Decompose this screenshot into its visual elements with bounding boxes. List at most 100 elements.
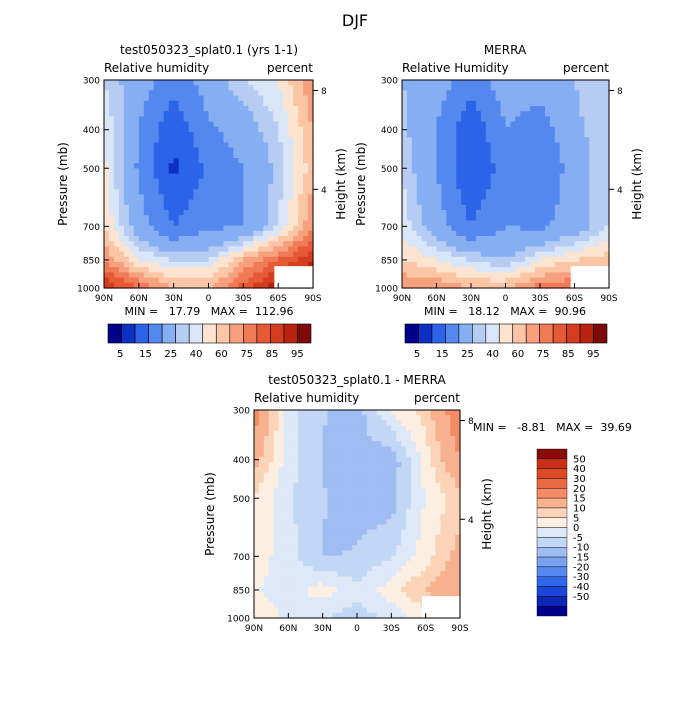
heatmap-cell	[303, 148, 309, 154]
heatmap-cell	[308, 587, 314, 593]
heatmap-cell	[209, 272, 215, 278]
heatmap-cell	[293, 524, 299, 530]
heatmap-cell	[332, 509, 338, 515]
heatmap-cell	[471, 272, 477, 278]
heatmap-cell	[184, 231, 190, 237]
heatmap-cell	[451, 158, 457, 164]
heatmap-cell	[204, 226, 210, 232]
heatmap-cell	[134, 168, 140, 174]
heatmap-cell	[372, 561, 378, 567]
heatmap-cell	[233, 90, 239, 96]
heatmap-cell	[159, 179, 165, 185]
heatmap-cell	[372, 488, 378, 494]
heatmap-cell	[199, 246, 205, 252]
heatmap-cell	[283, 524, 289, 530]
heatmap-cell	[174, 101, 180, 107]
heatmap-cell	[243, 163, 249, 169]
heatmap-cell	[342, 540, 348, 546]
heatmap-cell	[421, 441, 427, 447]
heatmap-cell	[293, 246, 299, 252]
heatmap-cell	[407, 116, 413, 122]
y2-tick-label: 4	[321, 186, 327, 196]
heatmap-cell	[129, 246, 135, 252]
heatmap-cell	[535, 137, 541, 143]
heatmap-cell	[426, 550, 432, 556]
heatmap-cell	[412, 210, 418, 216]
heatmap-cell	[303, 441, 309, 447]
heatmap-cell	[169, 272, 175, 278]
heatmap-cell	[174, 194, 180, 200]
heatmap-cell	[422, 267, 428, 273]
heatmap-cell	[446, 96, 452, 102]
heatmap-cell	[279, 441, 285, 447]
heatmap-cell	[268, 85, 274, 91]
heatmap-cell	[159, 127, 165, 133]
heatmap-cell	[535, 163, 541, 169]
heatmap-cell	[218, 158, 224, 164]
heatmap-cell	[154, 215, 160, 221]
heatmap-cell	[109, 194, 115, 200]
heatmap-cell	[279, 535, 285, 541]
heatmap-cell	[427, 153, 433, 159]
heatmap-cell	[323, 410, 329, 416]
heatmap-cell	[288, 106, 294, 112]
heatmap-cell	[461, 80, 467, 86]
heatmap-cell	[441, 262, 447, 268]
heatmap-cell	[510, 231, 516, 237]
heatmap-cell	[213, 179, 219, 185]
heatmap-cell	[412, 122, 418, 128]
heatmap-cell	[233, 116, 239, 122]
heatmap-cell	[337, 514, 343, 520]
heatmap-cell	[466, 148, 472, 154]
heatmap-cell	[584, 246, 590, 252]
heatmap-cell	[441, 168, 447, 174]
heatmap-cell	[124, 158, 130, 164]
heatmap-cell	[308, 462, 314, 468]
heatmap-cell	[466, 262, 472, 268]
heatmap-cell	[248, 272, 254, 278]
heatmap-cell	[342, 535, 348, 541]
heatmap-cell	[560, 246, 566, 252]
heatmap-cell	[213, 200, 219, 206]
heatmap-cell	[406, 504, 412, 510]
heatmap-cell	[471, 257, 477, 263]
heatmap-cell	[258, 246, 264, 252]
heatmap-cell	[293, 132, 299, 138]
heatmap-cell	[174, 220, 180, 226]
colorbar-swatch	[243, 324, 257, 343]
heatmap-cell	[570, 106, 576, 112]
heatmap-cell	[501, 210, 507, 216]
heatmap-cell	[347, 483, 353, 489]
heatmap-cell	[134, 137, 140, 143]
heatmap-cell	[313, 410, 319, 416]
colorbar-swatch	[135, 324, 149, 343]
heatmap-cell	[129, 168, 135, 174]
heatmap-cell	[134, 252, 140, 258]
heatmap-cell	[545, 205, 551, 211]
heatmap-cell	[264, 514, 270, 520]
heatmap-cell	[273, 106, 279, 112]
heatmap-cell	[589, 116, 595, 122]
heatmap-cell	[440, 467, 446, 473]
heatmap-cell	[144, 90, 150, 96]
heatmap-cell	[416, 571, 422, 577]
heatmap-cell	[432, 205, 438, 211]
heatmap-cell	[254, 571, 260, 577]
heatmap-cell	[254, 498, 260, 504]
heatmap-cell	[248, 200, 254, 206]
y-tick-label: 300	[381, 77, 398, 87]
heatmap-cell	[412, 174, 418, 180]
heatmap-cell	[471, 158, 477, 164]
heatmap-cell	[506, 90, 512, 96]
heatmap-cell	[456, 174, 462, 180]
heatmap-cell	[451, 132, 457, 138]
heatmap-cell	[174, 231, 180, 237]
heatmap-cell	[164, 153, 170, 159]
heatmap-cell	[466, 220, 472, 226]
heatmap-cell	[431, 415, 437, 421]
heatmap-cell	[199, 215, 205, 221]
heatmap-cell	[149, 111, 155, 117]
heatmap-cell	[288, 111, 294, 117]
heatmap-cell	[204, 236, 210, 242]
heatmap-cell	[476, 215, 482, 221]
